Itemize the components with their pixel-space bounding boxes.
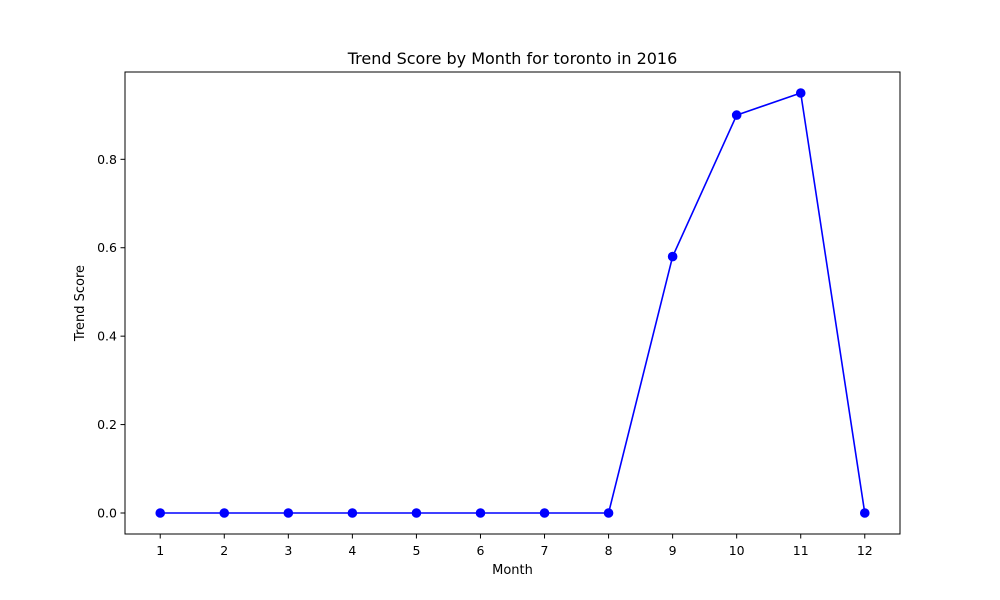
- trend-score-markers: [155, 88, 870, 518]
- x-tick-label: 5: [412, 543, 420, 558]
- data-point: [219, 508, 230, 518]
- data-point: [155, 508, 166, 518]
- trend-score-line: [160, 92, 866, 514]
- x-tick-label: 8: [605, 543, 613, 558]
- data-point: [283, 508, 294, 518]
- x-tick-label: 4: [348, 543, 356, 558]
- y-tick-label: 0.0: [97, 506, 117, 521]
- data-point: [859, 508, 870, 518]
- y-tick-label: 0.2: [97, 417, 117, 432]
- y-axis-label: Trend Score: [73, 265, 88, 342]
- data-point: [539, 508, 550, 518]
- x-tick-label: 9: [669, 543, 677, 558]
- x-tick-label: 7: [541, 543, 549, 558]
- y-tick-label: 0.4: [97, 329, 117, 344]
- chart-title: Trend Score by Month for toronto in 2016: [347, 49, 678, 68]
- data-point: [667, 251, 678, 262]
- x-axis: 1 2 3 4 5 6 7 8 9 10 11 12: [156, 534, 873, 558]
- data-point: [347, 508, 358, 518]
- data-point: [795, 88, 806, 98]
- x-tick-label: 2: [220, 543, 228, 558]
- y-tick-label: 0.8: [97, 152, 117, 167]
- data-point: [731, 110, 742, 120]
- data-point: [603, 508, 614, 518]
- x-tick-label: 3: [284, 543, 292, 558]
- x-tick-label: 6: [476, 543, 484, 558]
- y-tick-label: 0.6: [97, 240, 117, 255]
- y-axis: 0.0 0.2 0.4 0.6 0.8: [97, 152, 125, 521]
- x-axis-label: Month: [492, 563, 533, 578]
- x-tick-label: 12: [857, 543, 873, 558]
- data-point: [411, 508, 422, 518]
- x-tick-label: 10: [729, 543, 745, 558]
- x-tick-label: 1: [156, 543, 164, 558]
- data-point: [475, 508, 486, 518]
- plot-area-frame: [124, 71, 901, 535]
- x-tick-label: 11: [793, 543, 809, 558]
